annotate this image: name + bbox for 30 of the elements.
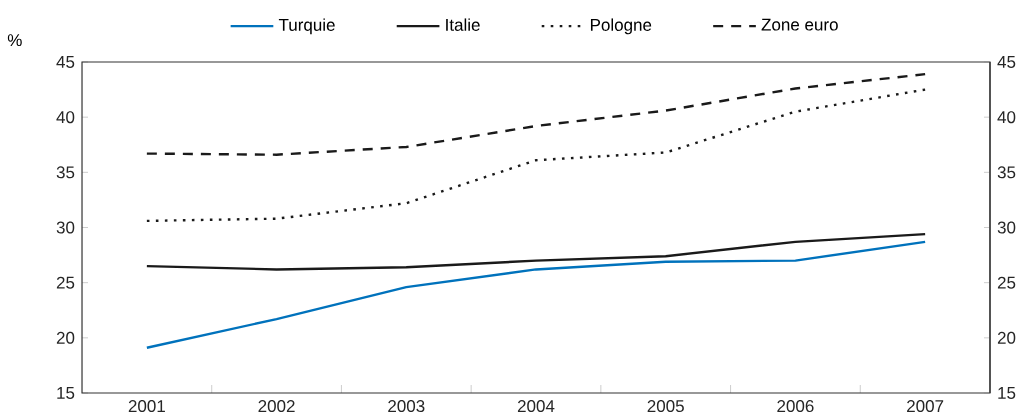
y-tick-label: 35 [56, 166, 75, 179]
y2-tick-label: 15 [998, 387, 1016, 399]
legend-label: Turquie [278, 18, 335, 35]
y-axis-title: % [7, 34, 22, 47]
y2-tick-label: 40 [997, 111, 1016, 124]
x-tick-label: 2001 [128, 400, 165, 413]
y-tick-label: 45 [56, 56, 75, 68]
line-series [145, 240, 927, 349]
y-tick-label: 40 [56, 111, 75, 124]
y2-tick-label: 35 [997, 166, 1016, 179]
x-tick-label: 2007 [907, 400, 944, 413]
x-tick-label: 2005 [647, 400, 684, 413]
x-tick-label: 2004 [517, 400, 555, 413]
y2-tick-label: 45 [997, 56, 1016, 68]
x-tick-label: 2002 [258, 400, 295, 413]
x-tick-label: 2006 [777, 400, 814, 413]
y-tick-label: 15 [57, 387, 75, 399]
line-series [145, 232, 927, 271]
legend-label: Pologne [590, 18, 652, 35]
y2-tick-label: 20 [997, 331, 1016, 344]
line-series [145, 72, 927, 156]
line-series [145, 88, 927, 223]
y-tick-label: 30 [56, 221, 75, 234]
y2-tick-label: 25 [997, 276, 1016, 289]
y-tick-label: 25 [56, 276, 75, 289]
legend-label: Zone euro [761, 18, 838, 31]
y-tick-label: 20 [56, 331, 75, 344]
y2-tick-label: 30 [997, 221, 1016, 234]
legend-label: Italie [446, 18, 480, 31]
x-tick-label: 2003 [388, 400, 425, 413]
